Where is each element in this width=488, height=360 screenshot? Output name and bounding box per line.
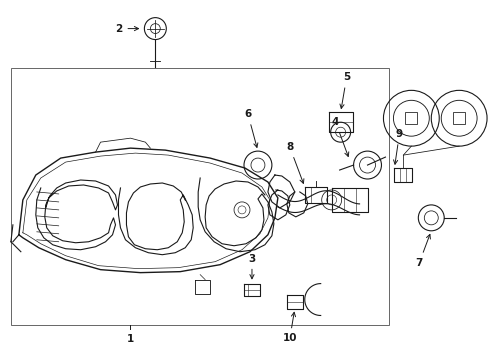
Bar [405, 112, 416, 124]
Text: 10: 10 [282, 312, 297, 343]
Text: 5: 5 [339, 72, 349, 108]
Text: 2: 2 [115, 24, 138, 33]
Text: 3: 3 [248, 254, 255, 279]
Bar [11, 68, 388, 325]
Text: 6: 6 [244, 109, 257, 147]
Text: 9: 9 [393, 129, 402, 164]
Text: 1: 1 [126, 334, 134, 345]
Text: 8: 8 [285, 142, 303, 183]
Bar [452, 112, 464, 124]
Text: 7: 7 [415, 234, 429, 268]
Text: 4: 4 [331, 117, 348, 157]
